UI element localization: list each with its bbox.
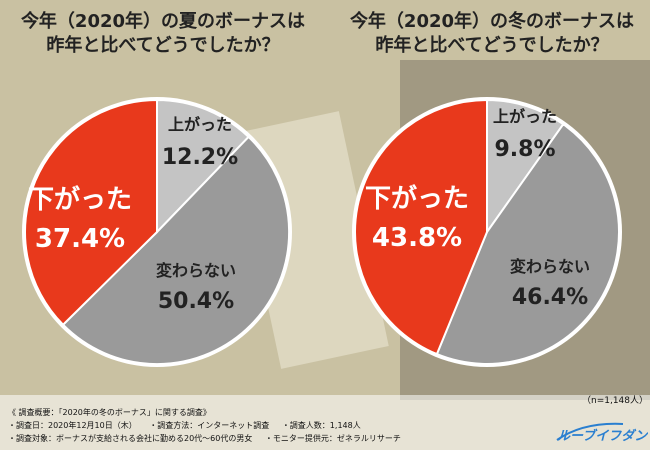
slice-label: 下がった (28, 184, 132, 215)
pie-slice-down (354, 98, 488, 356)
slice-label: 変わらない (510, 257, 590, 276)
survey-target: ・調査対象：ボーナスが支給される会社に勤める20代～60代の男女 (8, 434, 253, 443)
pie-slice-same (61, 135, 291, 366)
pie-slice-up (486, 98, 565, 236)
chart-title-line: 昨年と比べてどうでしたか？ (46, 34, 279, 56)
chart-title-line: 今年（2020年）の冬のボーナスは (350, 10, 634, 32)
slice-label: 上がった (168, 115, 232, 134)
slice-percent: 37.4% (35, 224, 125, 254)
background-lightbox (0, 395, 650, 450)
brand-logo: ルーブイフダン (556, 422, 648, 444)
chart-titles: 今年（2020年）の夏のボーナスは昨年と比べてどうでしたか？今年（2020年）の… (21, 10, 634, 56)
slice-percent: 43.8% (372, 223, 462, 253)
slice-percent: 46.4% (512, 285, 588, 310)
slice-label: 上がった (493, 107, 557, 126)
winter-pie-chart (352, 97, 622, 367)
pie-slice-up (156, 98, 250, 235)
survey-count: ・調査人数：1,148人 (281, 421, 361, 430)
summer-pie-chart (22, 97, 292, 367)
slice-label: 変わらない (156, 261, 236, 280)
survey-heading: 《 調査概要：「2020年の冬のボーナス」に関する調査》 (8, 408, 211, 417)
survey-provider: ・モニター提供元：ゼネラルリサーチ (264, 434, 401, 443)
slice-percent: 12.2% (162, 145, 238, 170)
slice-labels: 上がった 12.2% 変わらない 50.4% 下がった 37.4% 上がった 9.8% 変わらな… (28, 107, 590, 314)
slice-label: 下がった (365, 183, 469, 214)
chart-title-line: 今年（2020年）の夏のボーナスは (21, 10, 305, 32)
chart-title-line: 昨年と比べてどうでしたか？ (375, 34, 608, 56)
logo-swoosh-icon (556, 422, 624, 441)
pie-slice-same (435, 122, 620, 365)
survey-overview: 《 調査概要：「2020年の冬のボーナス」に関する調査》 ・調査日：2020年1… (8, 406, 553, 445)
survey-date: ・調査日：2020年12月10日（木） (8, 421, 137, 430)
sample-size-note: （n=1,148人） (582, 396, 649, 406)
survey-row-1: ・調査日：2020年12月10日（木） ・調査方法：インターネット調査 ・調査人… (8, 419, 553, 432)
slice-percent: 9.8% (494, 137, 555, 162)
pie-slice-down (24, 98, 158, 327)
logo-text: ルーブイフダン (557, 428, 648, 444)
survey-row-2: ・調査対象：ボーナスが支給される会社に勤める20代～60代の男女 ・モニター提供… (8, 432, 553, 445)
survey-method: ・調査方法：インターネット調査 (149, 421, 270, 430)
slice-percent: 50.4% (158, 289, 234, 314)
